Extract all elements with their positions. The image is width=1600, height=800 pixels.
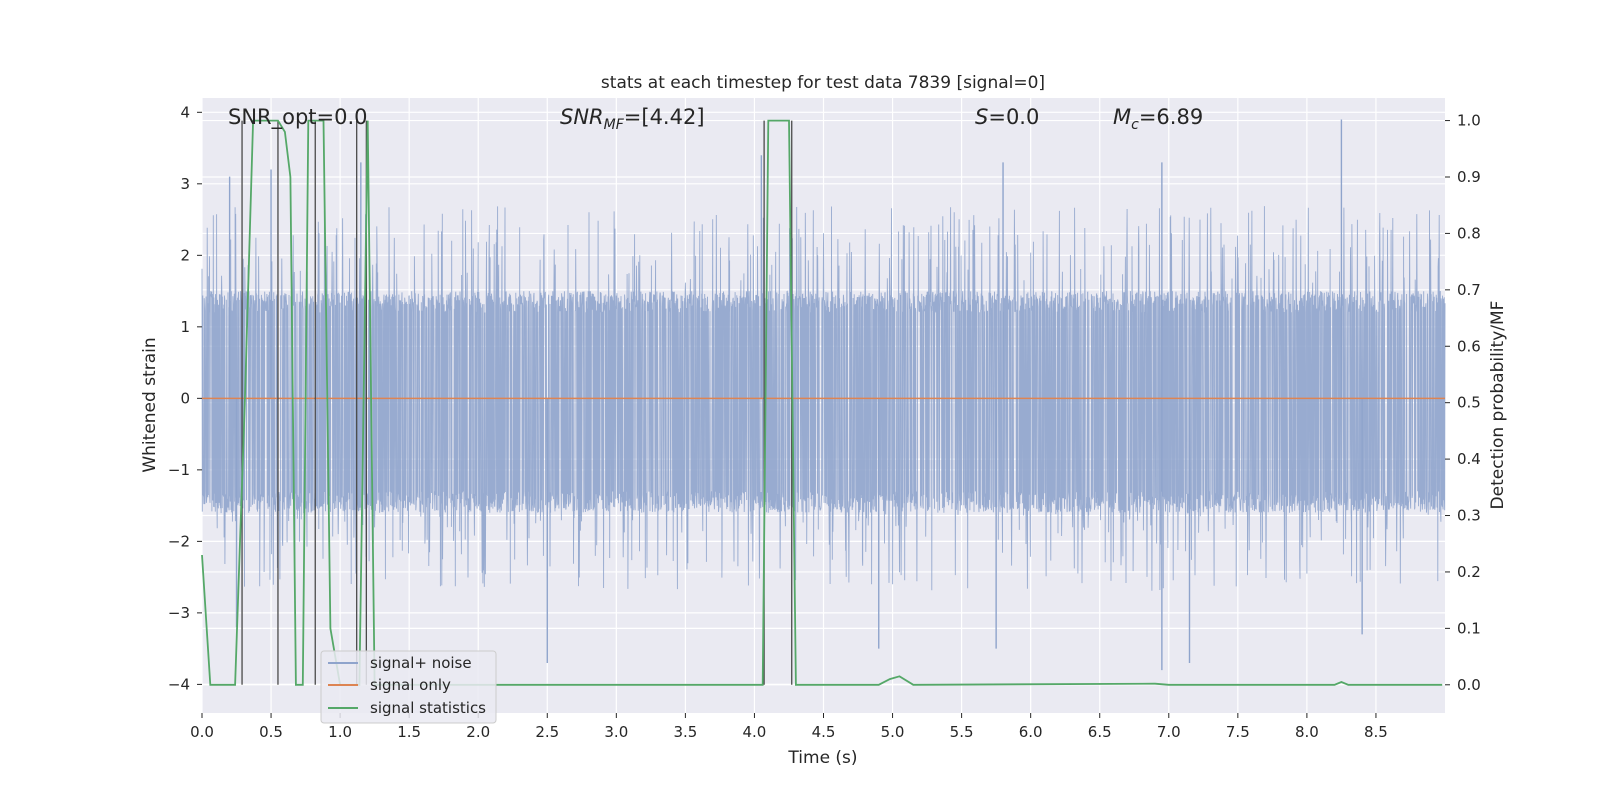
y-right-tick-label: 0.5 [1457,394,1481,412]
x-tick-label: 2.0 [466,723,490,741]
x-tick-label: 8.0 [1295,723,1319,741]
y-right-tick-label: 0.9 [1457,168,1481,186]
legend-entry-noise: signal+ noise [370,654,472,672]
annotation-s: S=0.0 [975,105,1039,129]
x-tick-label: 0.5 [259,723,283,741]
y-right-tick-label: 0.4 [1457,450,1481,468]
x-tick-label: 3.0 [604,723,628,741]
y-right-tick-label: 0.0 [1457,676,1481,694]
y-tick-label: −1 [168,461,190,479]
y-tick-label: −4 [168,675,190,693]
y-axis-ticks: 4 3 2 1 0 −1 −2 −3 −4 [168,103,202,693]
x-tick-label: 6.5 [1088,723,1112,741]
x-tick-label: 0.0 [190,723,214,741]
x-tick-label: 7.5 [1226,723,1250,741]
y-right-axis-label: Detection probability/MF [1488,301,1508,510]
s-value: =0.0 [988,105,1039,129]
y-right-tick-label: 1.0 [1457,112,1481,130]
x-tick-label: 1.0 [328,723,352,741]
annotation-mc: Mc=6.89 [1113,105,1203,133]
snr-mf-subscript: MF [604,117,625,133]
legend-entry-signal: signal only [370,676,451,694]
legend: signal+ noise signal only signal statist… [320,650,497,724]
y-tick-label: −2 [168,532,190,550]
mc-prefix: M [1113,105,1131,129]
y-tick-label: 2 [180,246,190,264]
x-tick-label: 6.0 [1019,723,1043,741]
noise-line [201,206,1446,591]
mc-value: =6.89 [1139,105,1203,129]
x-tick-label: 8.5 [1364,723,1388,741]
x-tick-label: 4.5 [812,723,836,741]
x-axis-ticks: 0.0 0.5 1.0 1.5 2.0 2.5 3.0 3.5 4.0 4.5 5.0 5.5 6.0 6… [190,713,1388,741]
snr-mf-value: =[4.42] [624,105,705,129]
noise-series [201,119,1446,671]
y-right-tick-label: 0.6 [1457,337,1481,355]
x-tick-label: 1.5 [397,723,421,741]
legend-entry-stats: signal statistics [370,699,486,717]
y-right-tick-label: 0.2 [1457,563,1481,581]
x-tick-label: 4.0 [743,723,767,741]
y-right-tick-label: 0.3 [1457,507,1481,525]
chart-title: stats at each timestep for test data 783… [601,73,1045,93]
x-tick-label: 2.5 [535,723,559,741]
x-tick-label: 5.5 [950,723,974,741]
snr-mf-prefix: SNR [560,105,604,129]
s-label: S [975,105,988,129]
y-right-axis-ticks: 1.0 0.9 0.8 0.7 0.6 0.5 0.4 0.3 0.2 0.1 0.0 [1445,112,1481,694]
x-tick-label: 7.0 [1157,723,1181,741]
mc-subscript: c [1131,117,1139,133]
y-right-tick-label: 0.8 [1457,224,1481,242]
y-axis-label: Whitened strain [140,337,160,472]
annotation-snr-opt: SNR_opt=0.0 [228,105,368,130]
y-tick-label: −3 [168,604,190,622]
legend-box [320,650,497,724]
x-axis-label: Time (s) [787,748,857,768]
y-tick-label: 3 [180,175,190,193]
y-tick-label: 1 [180,318,190,336]
y-right-tick-label: 0.1 [1457,619,1481,637]
x-tick-label: 3.5 [673,723,697,741]
y-tick-label: 4 [180,103,190,121]
x-tick-label: 5.0 [881,723,905,741]
y-right-tick-label: 0.7 [1457,281,1481,299]
annotation-snr-mf: SNRMF=[4.42] [560,105,705,133]
y-tick-label: 0 [180,389,190,407]
